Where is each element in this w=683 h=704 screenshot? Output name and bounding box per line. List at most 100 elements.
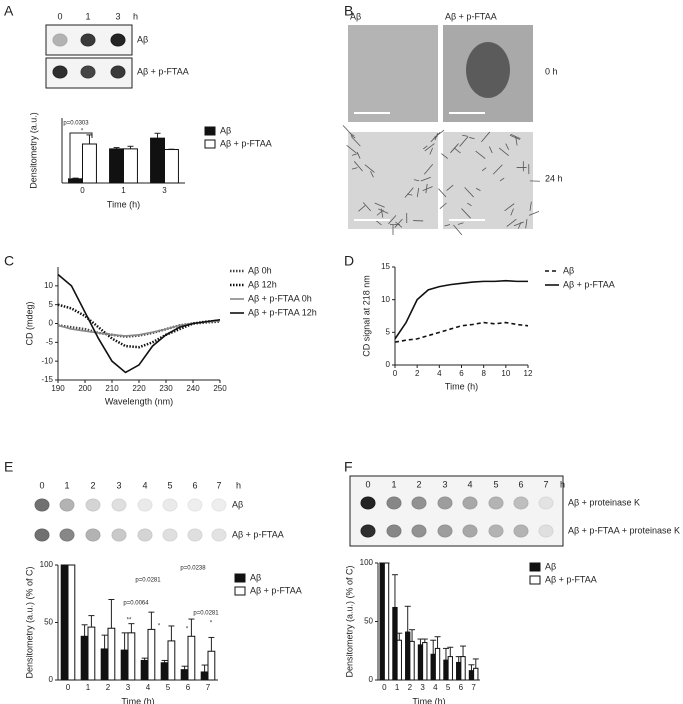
y-tick-label: -15 [41, 375, 53, 384]
x-tick-label: 12 [524, 369, 533, 378]
y-axis-label: CD (mdeg) [24, 301, 34, 345]
y-tick-label: 0 [386, 360, 391, 369]
legend-label: Aβ + p-FTAA [545, 574, 597, 584]
x-tick-label: 200 [78, 384, 92, 393]
micrograph-row-label: 0 h [545, 66, 558, 76]
blot-column-label: 5 [167, 480, 172, 490]
bar [100, 648, 109, 681]
blot-dot [187, 498, 203, 512]
x-tick-label: 4 [433, 683, 438, 692]
blot-dot [187, 528, 203, 542]
bar [396, 639, 402, 681]
y-tick-label: 0 [49, 675, 54, 684]
panel-letter: A [4, 3, 14, 19]
significance-bracket [69, 132, 93, 178]
bar [160, 662, 169, 681]
x-tick-label: 8 [481, 369, 486, 378]
annotation: p=0.0281 [135, 578, 161, 584]
y-tick-label: 0 [49, 319, 54, 328]
blot-dot [488, 496, 504, 510]
micrograph-aggregate [466, 42, 510, 98]
legend-label: Aβ 0h [248, 265, 272, 275]
bar [164, 149, 179, 184]
y-tick-label: 5 [386, 327, 391, 336]
blot-dot [386, 496, 402, 510]
x-tick-label: 250 [213, 384, 227, 393]
x-tick-label: 1 [395, 683, 400, 692]
blot-row-label: Aβ [137, 34, 148, 44]
x-tick-label: 7 [206, 683, 211, 692]
blot-dot [162, 528, 178, 542]
blot-unit: h [236, 480, 241, 490]
legend-swatch [529, 562, 541, 572]
line-series [394, 279, 528, 340]
blot-dot [34, 498, 50, 512]
panel-letter: D [344, 253, 354, 269]
bar [107, 627, 116, 681]
blot-dot [59, 498, 75, 512]
blot-dot [488, 524, 504, 538]
bar [200, 671, 209, 681]
bar [140, 659, 149, 681]
y-tick-label: 0 [369, 675, 374, 684]
blot-dot [437, 524, 453, 538]
y-tick-label: 100 [360, 558, 374, 567]
micrograph-fibrils [342, 125, 445, 235]
blot-row-label: Aβ + p-FTAA + proteinase K [568, 525, 680, 535]
panel-letter: B [344, 3, 353, 19]
blot-dot [437, 496, 453, 510]
blot-dot [211, 528, 227, 542]
x-tick-label: 2 [415, 369, 420, 378]
x-axis-label: Time (h) [121, 696, 154, 704]
legend-label: Aβ + p-FTAA 0h [248, 293, 312, 303]
x-tick-label: 10 [501, 369, 510, 378]
bar [120, 649, 129, 681]
bar [180, 669, 189, 681]
blot-column-label: 0 [57, 11, 62, 21]
bar [392, 606, 398, 681]
blot-dot [513, 496, 529, 510]
blot-dot [162, 498, 178, 512]
bar [147, 628, 156, 681]
bar [127, 632, 136, 681]
y-axis-label: Densitometry (a.u.) [28, 112, 38, 189]
blot-frame [349, 475, 564, 547]
legend-label: Aβ + p-FTAA [220, 138, 272, 148]
bar [68, 178, 83, 184]
legend-swatch [204, 126, 216, 136]
blot-column-label: 2 [90, 480, 95, 490]
x-axis-label: Time (h) [412, 696, 445, 704]
blot-dot [360, 496, 376, 510]
x-tick-label: 1 [86, 683, 91, 692]
y-tick-label: 50 [364, 617, 373, 626]
annotation: p=0.0238 [180, 566, 206, 572]
bar [167, 640, 176, 681]
blot-dot [411, 496, 427, 510]
blot-dot [59, 528, 75, 542]
blot-dot [80, 65, 96, 79]
blot-column-label: 4 [142, 480, 147, 490]
bar [460, 656, 466, 681]
legend-label: Aβ + p-FTAA [563, 279, 615, 289]
legend-label: Aβ [545, 561, 556, 571]
blot-dot [211, 498, 227, 512]
blot-dot [111, 498, 127, 512]
micrograph [348, 132, 438, 229]
bar [405, 631, 411, 681]
blot-dot [462, 524, 478, 538]
bar [456, 661, 462, 681]
x-tick-label: 1 [121, 186, 126, 195]
legend-swatch [204, 139, 216, 149]
blot-column-label: 4 [467, 479, 472, 489]
bar [422, 642, 428, 681]
y-axis-label: CD signal at 218 nm [361, 275, 371, 357]
blot-row-label: Aβ [232, 499, 243, 509]
panel-letter: C [4, 253, 14, 269]
legend-swatch [234, 573, 246, 583]
legend-label: Aβ [250, 572, 261, 582]
bar [82, 143, 97, 184]
x-tick-label: 240 [186, 384, 200, 393]
blot-column-label: 3 [115, 11, 120, 21]
x-tick-label: 6 [459, 369, 464, 378]
